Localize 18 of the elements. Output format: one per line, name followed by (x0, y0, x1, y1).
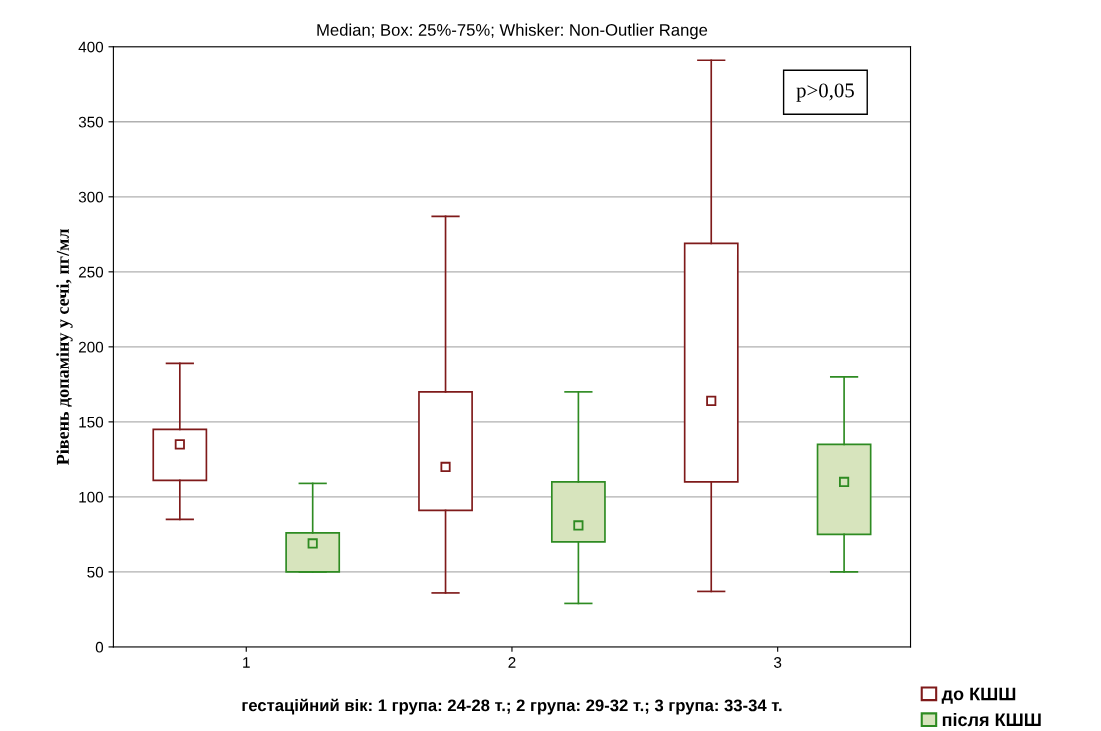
y-tick-label: 250 (78, 266, 104, 278)
x-tick-label: 1 (243, 657, 250, 668)
y-tick-label: 0 (95, 641, 104, 653)
y-axis-title: Рівень допаміну у сечі, пг/мл (56, 228, 73, 465)
annotation: p>0,05 (796, 83, 854, 102)
chart-title: Median; Box: 25%-75%; Whisker: Non-Outlier Range (317, 23, 708, 40)
y-tick-label: 300 (78, 191, 104, 203)
x-axis-title: гестаційний вік: 1 група: 24-28 т.; 2 група: 29-32 т.; 3 група: 33-34 т. (242, 698, 782, 715)
y-tick-label: 100 (79, 491, 104, 503)
legend-label: після КШШ (942, 712, 1041, 727)
x-tick-label: 2 (508, 657, 516, 668)
y-tick-label: 150 (79, 416, 104, 428)
y-tick-label: 200 (78, 341, 104, 353)
x-tick-label: 3 (774, 657, 782, 668)
y-tick-label: 350 (78, 116, 104, 128)
y-tick-label: 50 (87, 566, 104, 578)
legend-label: до КШШ (941, 687, 1016, 704)
y-tick-label: 400 (78, 41, 104, 53)
